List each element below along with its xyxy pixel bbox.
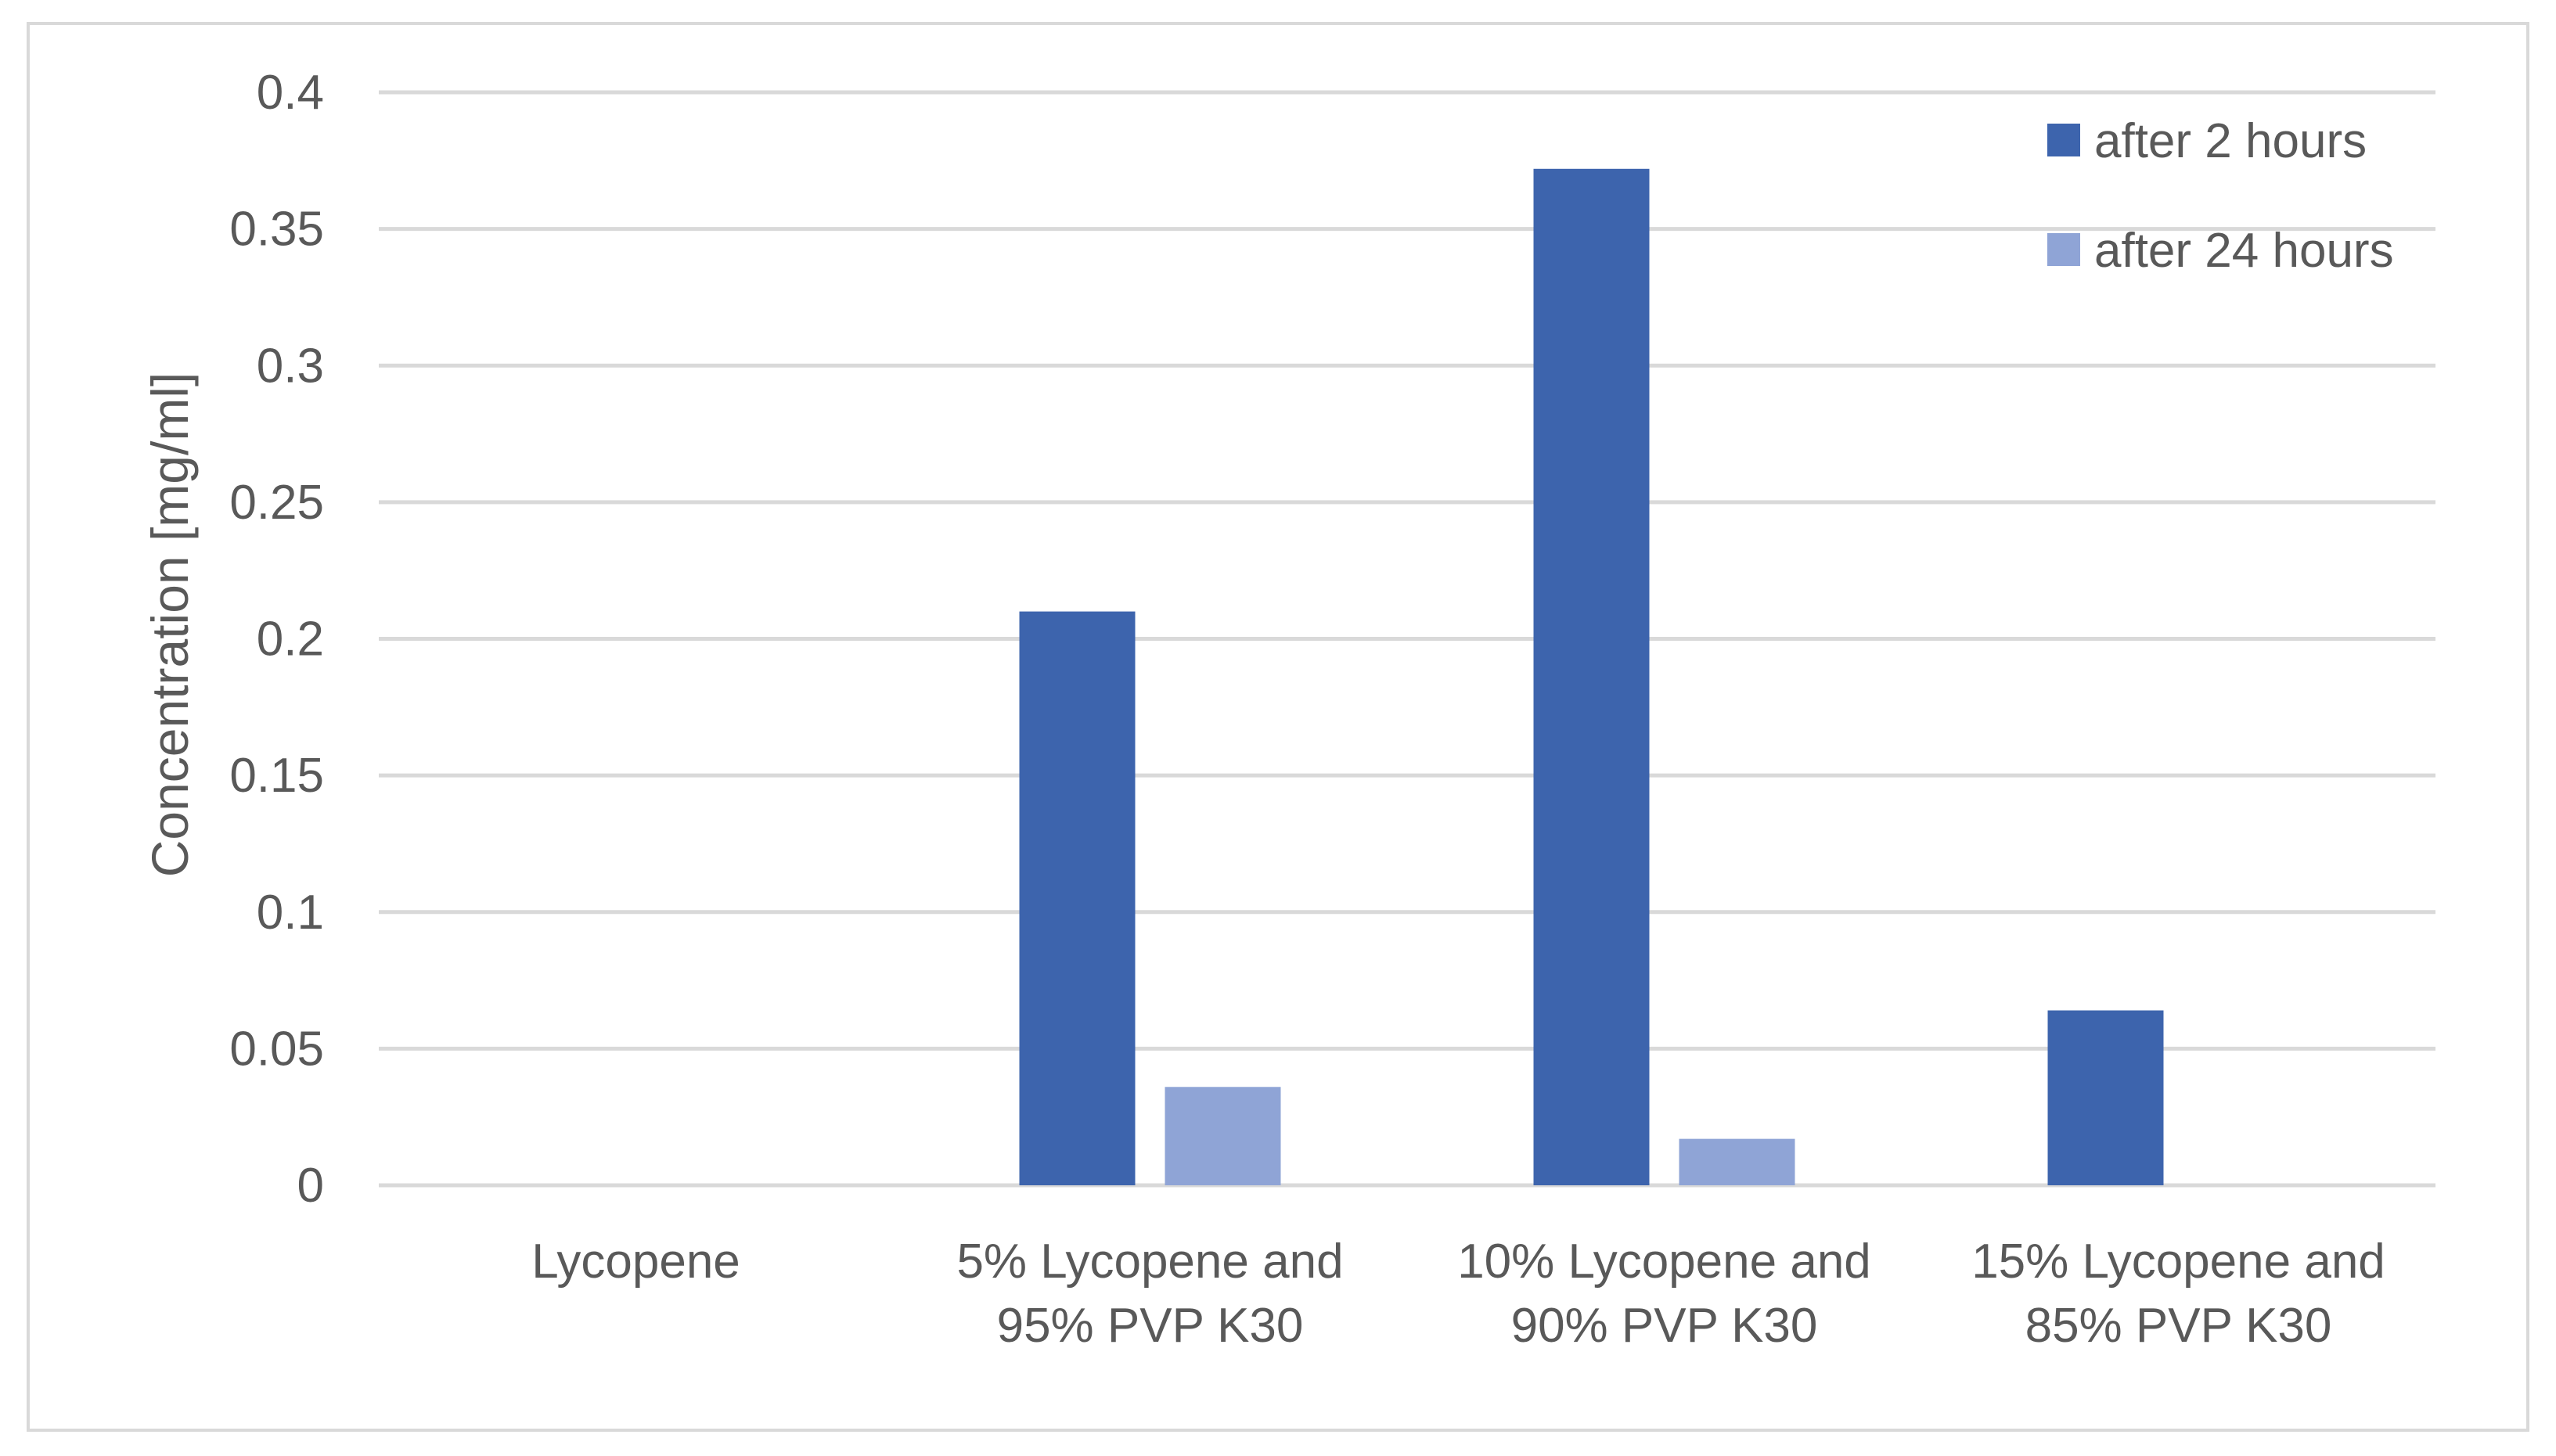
bar-series1-cat3 (1533, 168, 1650, 1185)
x-category-label: 90% PVP K30 (1511, 1299, 1818, 1353)
bars (1019, 168, 2164, 1185)
legend-label-series2: after 24 hours (2094, 224, 2394, 278)
y-tick-label: 0.2 (257, 613, 324, 667)
y-tick-label: 0.3 (257, 339, 324, 393)
y-tick-label: 0.4 (257, 66, 324, 120)
x-category-label: 10% Lycopene and (1457, 1235, 1871, 1289)
y-axis-title: Concentration [mg/ml] (141, 372, 199, 878)
legend-label-series1: after 2 hours (2094, 114, 2367, 168)
x-category-label: 85% PVP K30 (2025, 1299, 2332, 1353)
x-category-label: Lycopene (531, 1235, 740, 1289)
y-tick-labels: 0 0.05 0.1 0.15 0.2 0.25 0.3 0.35 0.4 (229, 66, 324, 1213)
y-tick-label: 0.15 (229, 749, 324, 803)
bar-series1-cat4 (2047, 1010, 2164, 1185)
x-category-label: 5% Lycopene and (956, 1235, 1343, 1289)
x-category-labels: Lycopene 5% Lycopene and 95% PVP K30 10% Ly… (531, 1235, 2385, 1353)
bar-series1-cat2 (1019, 611, 1136, 1185)
chart-frame (27, 22, 2529, 1432)
x-category-label: 15% Lycopene and (1971, 1235, 2385, 1289)
bar-series2-cat3 (1679, 1138, 1795, 1185)
legend-swatch-series1 (2047, 124, 2080, 156)
y-tick-label: 0.35 (229, 203, 324, 257)
legend: after 2 hours after 24 hours (2047, 114, 2394, 278)
y-tick-label: 0.05 (229, 1022, 324, 1076)
legend-swatch-series2 (2047, 233, 2080, 266)
bar-series2-cat2 (1165, 1087, 1281, 1185)
x-category-label: 95% PVP K30 (997, 1299, 1304, 1353)
y-tick-label: 0.25 (229, 476, 324, 530)
y-tick-label: 0 (297, 1159, 324, 1213)
y-tick-label: 0.1 (257, 886, 324, 940)
